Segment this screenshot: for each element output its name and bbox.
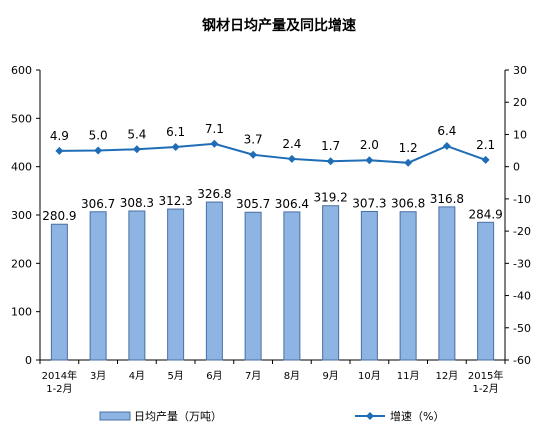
- line-point: [287, 154, 296, 163]
- legend: 日均产量（万吨） 增速（%）: [99, 409, 444, 423]
- line-point: [442, 142, 451, 151]
- bar: [89, 211, 107, 361]
- x-tick-label: 2014年: [42, 369, 77, 382]
- y-left-tick-label: 100: [11, 306, 32, 319]
- y-right-tick-label: -30: [513, 257, 531, 270]
- y-right-tick-label: -50: [513, 322, 531, 335]
- line-point: [326, 157, 335, 166]
- x-tick-label: 11月: [397, 370, 420, 382]
- y-right-tick-label: -10: [513, 193, 531, 206]
- x-tick-label: 1-2月: [472, 383, 498, 395]
- axes: 0 100 200 300 400 500 600 -60 -50 -40 -30 -20 -10 0 10…: [11, 64, 531, 367]
- bar: [244, 211, 262, 361]
- bar-value-label: 280.9: [42, 209, 76, 223]
- line-value-label: 5.4: [127, 127, 146, 141]
- bar: [283, 211, 301, 361]
- bar: [399, 211, 417, 361]
- line-value-label: 1.7: [321, 139, 340, 153]
- bar: [322, 205, 340, 361]
- x-tick-label: 1-2月: [46, 383, 72, 395]
- bar: [477, 221, 495, 361]
- line-point: [171, 143, 180, 152]
- x-tick-label: 5月: [167, 370, 183, 382]
- line-series: 4.9 5.0 5.4 6.1 7.1 3.7 2.4 1.7 2.0 1.2 6.4 2.1: [50, 122, 495, 167]
- bar-value-label: 316.8: [430, 192, 464, 206]
- line-point: [365, 156, 374, 165]
- line-value-label: 5.0: [89, 129, 108, 143]
- line-point: [55, 146, 64, 155]
- y-left-tick-label: 300: [11, 209, 32, 222]
- x-tick-label: 8月: [284, 370, 300, 382]
- x-tick-label: 6月: [206, 370, 222, 382]
- legend-bar-label: 日均产量（万吨）: [134, 409, 222, 423]
- x-tick-label: 9月: [322, 370, 338, 382]
- bar-value-label: 308.3: [120, 196, 154, 210]
- x-tick-label: 12月: [436, 370, 459, 382]
- y-right-tick-label: -40: [513, 290, 531, 303]
- line-value-label: 2.1: [476, 138, 495, 152]
- x-tick-label: 10月: [358, 370, 381, 382]
- line-value-label: 7.1: [205, 122, 224, 136]
- y-left-tick-label: 200: [11, 257, 32, 270]
- y-right-tick-label: 20: [513, 96, 527, 109]
- y-left-tick-label: 500: [11, 112, 32, 125]
- line-point: [249, 150, 258, 159]
- y-left-tick-label: 400: [11, 161, 32, 174]
- line-value-label: 1.2: [399, 141, 418, 155]
- bar: [360, 210, 378, 361]
- growth-line: [59, 142, 486, 164]
- x-tick-label: 4月: [129, 370, 145, 382]
- bar: [128, 210, 146, 361]
- bar: [438, 206, 456, 361]
- line-value-label: 4.9: [50, 129, 69, 143]
- line-point: [132, 145, 141, 154]
- x-tick-label: 2015年: [468, 369, 503, 382]
- y-right-tick-label: -20: [513, 225, 531, 238]
- y-right-tick-label: 10: [513, 128, 527, 141]
- line-point: [481, 155, 490, 164]
- bar-value-label: 326.8: [197, 187, 231, 201]
- line-value-label: 6.4: [437, 124, 456, 138]
- bar-value-label: 284.9: [468, 207, 502, 221]
- legend-bar-swatch: [99, 411, 131, 421]
- legend-line-label: 增速（%）: [390, 409, 444, 423]
- bar: [50, 223, 68, 361]
- x-tick-label: 7月: [245, 370, 261, 382]
- bar-value-label: 306.4: [275, 197, 309, 211]
- line-point: [94, 146, 103, 155]
- bar-value-label: 305.7: [236, 197, 270, 211]
- bar-value-label: 306.7: [81, 197, 115, 211]
- legend-line-marker: [366, 412, 374, 420]
- y-right-tick-label: 30: [513, 64, 527, 77]
- bar-value-label: 312.3: [158, 194, 192, 208]
- line-point: [404, 158, 413, 167]
- line-value-label: 2.4: [282, 137, 301, 151]
- bar-value-label: 319.2: [313, 191, 347, 205]
- line-value-label: 6.1: [166, 125, 185, 139]
- line-point: [210, 139, 219, 148]
- y-left-tick-label: 600: [11, 64, 32, 77]
- bar-value-label: 306.8: [391, 197, 425, 211]
- y-right-tick-label: -60: [513, 354, 531, 367]
- line-value-label: 3.7: [244, 133, 263, 147]
- bar-value-label: 307.3: [352, 196, 386, 210]
- chart-title: 钢材日均产量及同比增速: [202, 17, 356, 34]
- line-value-label: 2.0: [360, 138, 379, 152]
- x-tick-label: 3月: [90, 370, 106, 382]
- bar-series: 280.9 306.7 308.3 312.3 326.8 305.7 306.4 319.2…: [42, 187, 503, 361]
- bar: [167, 208, 185, 361]
- y-left-tick-label: 0: [25, 354, 32, 367]
- bar: [205, 201, 223, 361]
- y-right-tick-label: 0: [513, 161, 520, 174]
